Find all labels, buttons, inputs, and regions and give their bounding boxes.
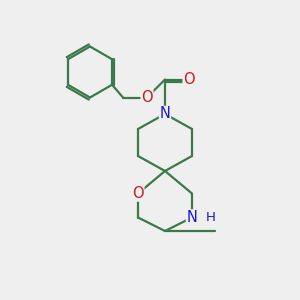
Text: N: N — [187, 210, 197, 225]
Text: O: O — [183, 72, 195, 87]
Text: O: O — [132, 186, 144, 201]
Text: O: O — [141, 90, 153, 105]
Text: N: N — [160, 106, 170, 122]
Text: H: H — [206, 211, 215, 224]
